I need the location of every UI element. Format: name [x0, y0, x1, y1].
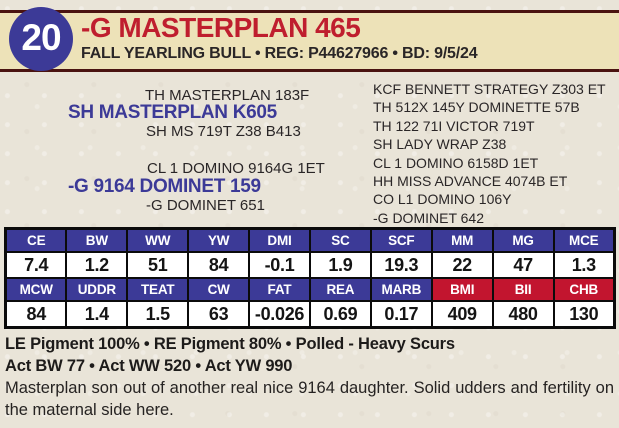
epd-header: CW: [187, 277, 251, 302]
pedigree-line: CL 1 DOMINO 6158D 1ET: [373, 154, 539, 171]
epd-header: CE: [4, 227, 68, 253]
epd-header: MCE: [552, 227, 616, 253]
epd-header: FAT: [248, 277, 311, 302]
epd-header: MCW: [4, 277, 68, 302]
epd-value: 22: [430, 251, 494, 279]
epd-header: SCF: [369, 227, 433, 253]
epd-header: CHB: [552, 277, 616, 302]
epd-value: 1.9: [308, 251, 372, 279]
epd-value-row-2: 84 1.4 1.5 63 -0.026 0.69 0.17 409 480 1…: [4, 300, 616, 329]
epd-header: YW: [187, 227, 251, 253]
epd-value: -0.026: [248, 300, 311, 329]
epd-header: MG: [491, 227, 555, 253]
dam-name: -G 9164 DOMINET 159: [68, 176, 261, 197]
pedigree-line: TH 512X 145Y DOMINETTE 57B: [373, 99, 580, 116]
epd-value: 0.17: [369, 300, 433, 329]
extended-pedigree: KCF BENNETT STRATEGY Z303 ET TH 512X 145…: [373, 80, 606, 227]
epd-value: 47: [491, 251, 555, 279]
epd-header-row-1: CE BW WW YW DMI SC SCF MM MG MCE: [4, 227, 616, 253]
epd-value: 480: [491, 300, 555, 329]
epd-value: 1.2: [65, 251, 129, 279]
dam-dam: -G DOMINET 651: [146, 197, 265, 214]
epd-header: SC: [308, 227, 372, 253]
epd-header: BMI: [430, 277, 494, 302]
epd-header: TEAT: [126, 277, 190, 302]
actual-weights-line: Act BW 77 • Act WW 520 • Act YW 990: [5, 356, 293, 375]
pedigree-line: KCF BENNETT STRATEGY Z303 ET: [373, 81, 606, 97]
epd-value-row-1: 7.4 1.2 51 84 -0.1 1.9 19.3 22 47 1.3: [4, 251, 616, 279]
pedigree-line: -G DOMINET 642: [373, 209, 484, 226]
pedigree-line: HH MISS ADVANCE 4074B ET: [373, 173, 568, 190]
sire-name: SH MASTERPLAN K605: [68, 102, 277, 123]
epd-header: BW: [65, 227, 129, 253]
epd-header: MARB: [369, 277, 433, 302]
epd-table: CE BW WW YW DMI SC SCF MM MG MCE 7.4 1.2…: [4, 227, 616, 329]
lot-badge: 20: [9, 7, 73, 71]
epd-value: 130: [552, 300, 616, 329]
epd-header-row-2: MCW UDDR TEAT CW FAT REA MARB BMI BII CH…: [4, 277, 616, 302]
header-text: -G MASTERPLAN 465 FALL YEARLING BULL • R…: [81, 12, 478, 63]
epd-header: REA: [308, 277, 372, 302]
dam-sire: CL 1 DOMINO 9164G 1ET: [147, 160, 325, 177]
epd-header: UDDR: [65, 277, 129, 302]
pedigree-line: CO L1 DOMINO 106Y: [373, 191, 512, 208]
epd-value: 84: [4, 300, 68, 329]
pedigree-line: SH LADY WRAP Z38: [373, 136, 507, 153]
pigment-line: LE Pigment 100% • RE Pigment 80% • Polle…: [5, 335, 455, 353]
epd-header: MM: [430, 227, 494, 253]
footer-stats: LE Pigment 100% • RE Pigment 80% • Polle…: [5, 334, 614, 421]
epd-value: -0.1: [248, 251, 311, 279]
header-band: [0, 10, 619, 72]
bull-subtitle: FALL YEARLING BULL • REG: P44627966 • BD…: [81, 45, 478, 62]
epd-value: 51: [126, 251, 190, 279]
epd-header: BII: [491, 277, 555, 302]
sale-description: Masterplan son out of another real nice …: [5, 379, 614, 419]
epd-value: 1.5: [126, 300, 190, 329]
epd-value: 84: [187, 251, 251, 279]
bull-title: -G MASTERPLAN 465: [81, 12, 361, 43]
sire-sire: TH MASTERPLAN 183F: [145, 87, 310, 104]
pedigree-line: TH 122 71I VICTOR 719T: [373, 117, 535, 134]
epd-value: 0.69: [308, 300, 372, 329]
epd-value: 1.4: [65, 300, 129, 329]
epd-value: 7.4: [4, 251, 68, 279]
lot-number: 20: [21, 17, 61, 58]
epd-value: 19.3: [369, 251, 433, 279]
epd-header: DMI: [248, 227, 311, 253]
epd-value: 1.3: [552, 251, 616, 279]
epd-value: 409: [430, 300, 494, 329]
sire-dam: SH MS 719T Z38 B413: [146, 123, 301, 140]
epd-value: 63: [187, 300, 251, 329]
epd-header: WW: [126, 227, 190, 253]
